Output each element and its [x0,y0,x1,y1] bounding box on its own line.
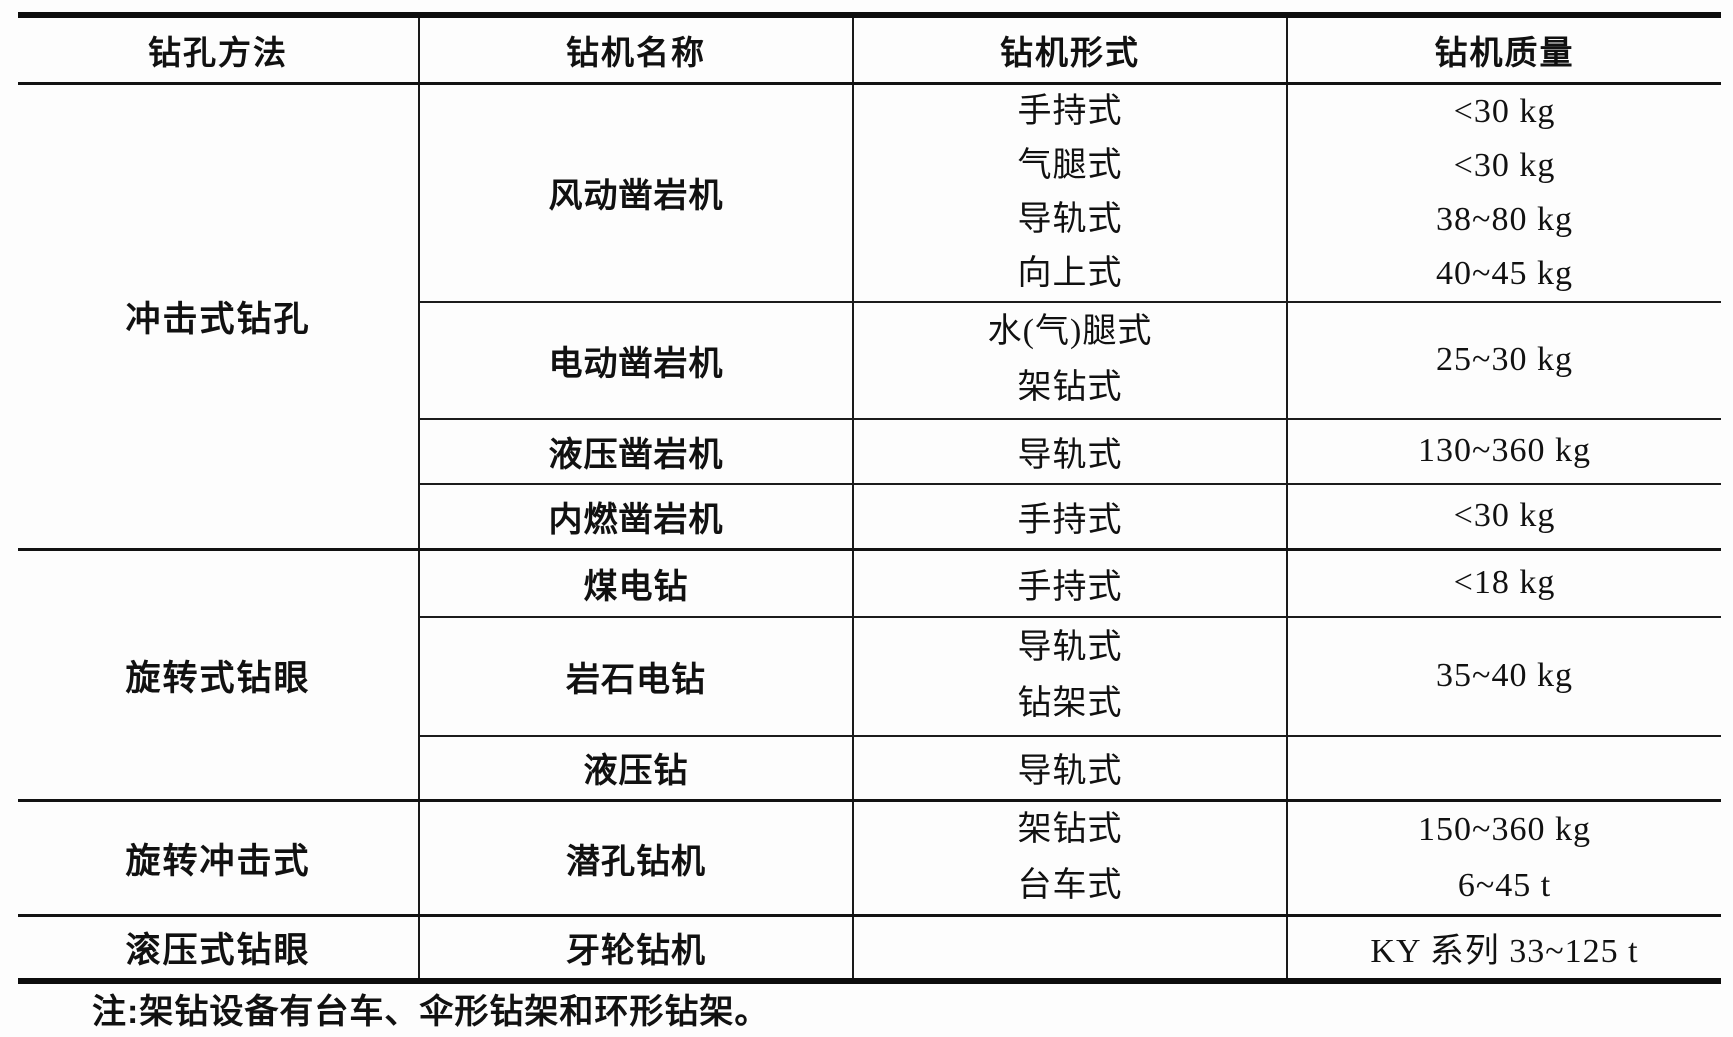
mass-line: 40~45 kg [1436,254,1573,292]
machine-name-cell: 内燃凿岩机 [419,483,854,551]
mass-line: 150~360 kg [1418,811,1591,848]
table-footnote: 注:架钻设备有台车、伞形钻架和环形钻架。 [92,993,770,1031]
table-row: 旋转冲击式 潜孔钻机 架钻式 台车式 150~360 kg 6~45 t [18,800,1721,917]
machine-name-cell: 岩石电钻 [419,616,854,737]
form-line: 导轨式 [1017,200,1123,238]
table-row: 旋转式钻眼 煤电钻 手持式 <18 kg [18,549,1721,802]
form-cell: 导轨式 钻架式 [853,616,1288,737]
form-cell: 手持式 [853,483,1288,551]
mass-cell: 150~360 kg 6~45 t [1287,800,1721,917]
form-cell: 导轨式 [853,418,1288,485]
machine-name-cell: 液压凿岩机 [419,418,854,485]
table-row: 液压凿岩机 导轨式 130~360 kg [18,418,1721,485]
method-cell: 旋转式钻眼 [18,549,420,802]
header-cell-method: 钻孔方法 [18,15,420,85]
form-cell [853,915,1288,981]
form-cell: 架钻式 台车式 [853,800,1288,917]
machine-name-cell: 煤电钻 [419,549,854,618]
method-cell: 冲击式钻孔 [18,83,420,551]
table-header-row: 钻孔方法 钻机名称 钻机形式 钻机质量 [18,15,1721,85]
table-row: 电动凿岩机 水(气)腿式 架钻式 25~30 kg [18,301,1721,420]
form-cell: 手持式 气腿式 导轨式 向上式 [853,83,1288,303]
drilling-methods-table: 钻孔方法 钻机名称 钻机形式 钻机质量 冲击式钻孔 风动凿岩机 手持式 气腿式 … [18,12,1721,984]
form-line: 水(气)腿式 [987,313,1153,350]
form-line: 气腿式 [1017,146,1123,184]
mass-cell: <30 kg [1287,483,1721,551]
table-row: 滚压式钻眼 牙轮钻机 KY 系列 33~125 t [18,915,1721,982]
form-cell: 手持式 [853,549,1288,618]
mass-cell: <30 kg <30 kg 38~80 kg 40~45 kg [1287,83,1721,303]
form-line: 导轨式 [1017,629,1123,666]
mass-cell: KY 系列 33~125 t [1370,932,1639,970]
machine-name-cell: 液压钻 [419,735,854,802]
table-row: 液压钻 导轨式 [18,735,1721,802]
machine-name-cell: 电动凿岩机 [419,301,854,420]
method-cell: 滚压式钻眼 [18,915,420,982]
machine-name-cell: 潜孔钻机 [419,800,854,917]
mass-cell: 130~360 kg [1287,418,1721,485]
mass-line: 38~80 kg [1436,200,1573,238]
mass-cell: 35~40 kg [1287,616,1721,737]
mass-line: <30 kg [1453,146,1556,184]
form-line: 手持式 [1017,92,1123,130]
header-cell-form: 钻机形式 [853,15,1288,85]
mass-cell: <18 kg [1287,549,1721,618]
table-row: 冲击式钻孔 风动凿岩机 手持式 气腿式 导轨式 向上式 <30 kg <30 k… [18,83,1721,551]
table-row: 岩石电钻 导轨式 钻架式 35~40 kg [18,616,1721,737]
mass-line: 6~45 t [1457,867,1552,904]
header-cell-name: 钻机名称 [419,15,854,85]
form-line: 向上式 [1017,254,1123,292]
mass-cell: 25~30 kg [1287,301,1721,420]
form-line: 台车式 [1017,867,1123,904]
method-cell: 旋转冲击式 [18,800,420,917]
form-line: 架钻式 [1017,811,1123,848]
form-line: 钻架式 [1017,685,1123,722]
header-cell-mass: 钻机质量 [1287,15,1721,85]
form-cell: 导轨式 [853,735,1288,802]
machine-name-cell: 风动凿岩机 [419,83,854,303]
table-row: 内燃凿岩机 手持式 <30 kg [18,483,1721,551]
mass-cell [1287,735,1721,802]
form-line: 架钻式 [1017,369,1123,406]
form-cell: 水(气)腿式 架钻式 [853,301,1288,420]
mass-line: <30 kg [1453,92,1556,130]
machine-name-cell: 牙轮钻机 [419,915,854,981]
